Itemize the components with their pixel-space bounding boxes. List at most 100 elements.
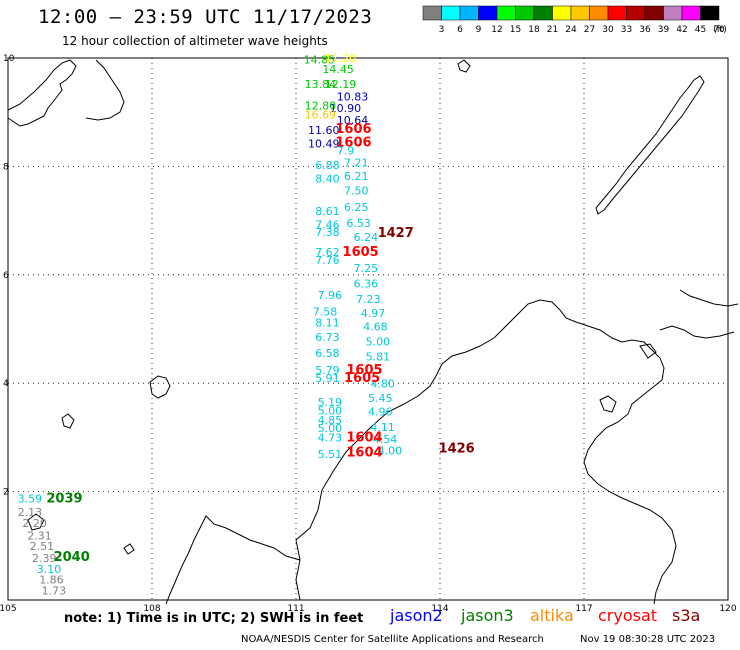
lat-tick-label: 4 bbox=[3, 379, 9, 389]
colorbar-label: 33 bbox=[621, 25, 632, 35]
coastlines bbox=[7, 59, 739, 605]
pass-time-label: 1606 bbox=[335, 122, 371, 137]
wave-height-value: 13.84 bbox=[305, 78, 337, 91]
wave-height-value: 4.85 bbox=[318, 414, 343, 427]
wave-height-value: 10.49 bbox=[308, 137, 340, 150]
colorbar-label: 39 bbox=[658, 25, 670, 35]
wave-height-value: 7.50 bbox=[344, 185, 369, 198]
map-subtitle: 12 hour collection of altimeter wave hei… bbox=[62, 34, 328, 48]
wave-height-value: 4.00 bbox=[378, 445, 403, 458]
wave-height-value: 10.64 bbox=[337, 114, 369, 127]
wave-height-value: 4.68 bbox=[363, 321, 388, 334]
pass-time-label: 1605 bbox=[344, 371, 380, 386]
wave-height-value: 7.62 bbox=[315, 246, 340, 259]
pass-time-label: 2040 bbox=[54, 550, 90, 565]
map-frame bbox=[7, 57, 729, 601]
colorbar-label: 12 bbox=[491, 25, 502, 35]
pass-time-label: 2039 bbox=[46, 491, 82, 506]
wave-height-value: 6.36 bbox=[354, 277, 379, 290]
island-riau bbox=[27, 513, 45, 531]
lon-tick-label: 111 bbox=[287, 604, 304, 614]
colorbar-label: 27 bbox=[584, 25, 595, 35]
pass-time-label: 1426 bbox=[439, 442, 475, 457]
legend-altika: altika bbox=[530, 606, 574, 625]
wave-height-value: 1.73 bbox=[42, 585, 67, 598]
wave-height-value: 7.21 bbox=[344, 156, 369, 169]
wave-height-value: 5.51 bbox=[318, 448, 343, 461]
wave-height-value: 2.39 bbox=[32, 552, 57, 565]
pass-time-label: 1606 bbox=[335, 135, 371, 150]
wave-height-value: 4.73 bbox=[318, 432, 343, 445]
wave-height-value: 7.38 bbox=[315, 226, 340, 239]
island-natuna bbox=[149, 375, 171, 399]
colorbar-label: 3 bbox=[439, 25, 445, 35]
lon-tick-label: 108 bbox=[143, 604, 160, 614]
colorbar-label: 24 bbox=[565, 25, 577, 35]
wave-height-value: 7.58 bbox=[313, 305, 338, 318]
colorbar-label: 18 bbox=[528, 25, 540, 35]
wave-height-value: 2.20 bbox=[22, 517, 47, 530]
colorbar-unit: (ft) bbox=[713, 25, 727, 35]
colorbar-label: 42 bbox=[676, 25, 687, 35]
coastline-borneo-west bbox=[165, 515, 301, 605]
pass-time-label: 1427 bbox=[378, 226, 414, 241]
lat-tick-label: 8 bbox=[3, 162, 9, 172]
map-title: 12:00 – 23:59 UTC 11/17/2023 bbox=[38, 6, 373, 28]
wave-height-value: 14.85 bbox=[304, 53, 336, 66]
wave-height-value: 5.45 bbox=[368, 392, 393, 405]
footnote: note: 1) Time is in UTC; 2) SWH is in fe… bbox=[64, 611, 364, 626]
wave-height-value: 6.24 bbox=[354, 231, 379, 244]
wave-height-value: 2.13 bbox=[18, 506, 42, 519]
legend-jason3: jason3 bbox=[461, 606, 514, 625]
wave-height-value: 6.88 bbox=[315, 159, 340, 172]
pass-time-label: 1604 bbox=[346, 445, 382, 460]
wave-height-value: 6.21 bbox=[344, 170, 369, 183]
wave-height-value: 7.96 bbox=[318, 289, 343, 302]
wave-height-value: 8.61 bbox=[315, 205, 340, 218]
wave-height-value: 7.46 bbox=[315, 219, 340, 232]
wave-height-value: 1.86 bbox=[39, 574, 64, 587]
wave-height-value: 5.00 bbox=[318, 405, 343, 418]
wave-height-value: 3.10 bbox=[37, 563, 62, 576]
lon-tick-label: 114 bbox=[431, 604, 448, 614]
island-anambas bbox=[61, 413, 75, 429]
colorbar-label: 15 bbox=[510, 25, 521, 35]
colorbar-label: 45 bbox=[695, 25, 706, 35]
wave-height-value: 2.51 bbox=[30, 540, 54, 553]
island-small-1 bbox=[123, 543, 135, 555]
wave-height-value: 11.60 bbox=[308, 124, 340, 137]
colorbar-label: 30 bbox=[602, 25, 614, 35]
wave-height-value: 10.83 bbox=[337, 90, 369, 103]
coastline-indochina bbox=[7, 59, 77, 127]
coastline-palawan bbox=[595, 75, 705, 215]
wave-height-value: 6.53 bbox=[346, 217, 371, 230]
lat-tick-label: 10 bbox=[3, 54, 15, 64]
wave-height-value: 6.73 bbox=[315, 331, 340, 344]
latitude-labels: 10 8 6 4 2 bbox=[3, 54, 15, 498]
wave-height-value: 7.23 bbox=[356, 293, 381, 306]
wave-height-value: 2.31 bbox=[27, 529, 52, 542]
legend-jason2: jason2 bbox=[390, 606, 443, 625]
wave-height-value: 7.9 bbox=[337, 144, 355, 157]
wave-height-value: 7.25 bbox=[354, 262, 379, 275]
wave-height-value: 11.20 bbox=[325, 52, 357, 65]
wave-height-value: 3.59 bbox=[18, 492, 42, 505]
wave-height-value: 4.54 bbox=[373, 433, 398, 446]
wave-height-value: 5.00 bbox=[366, 335, 391, 348]
lon-tick-label: 120 bbox=[719, 604, 736, 614]
wave-height-value: 4.96 bbox=[368, 406, 393, 419]
wave-height-value: 5.19 bbox=[318, 396, 343, 409]
wave-height-value: 8.11 bbox=[315, 316, 340, 329]
wave-height-value: 7.76 bbox=[315, 254, 340, 267]
island-small-3 bbox=[599, 395, 617, 413]
wave-height-value: 16.69 bbox=[305, 109, 337, 122]
lat-tick-label: 2 bbox=[3, 488, 9, 498]
lon-tick-label: 117 bbox=[575, 604, 592, 614]
wave-height-value: 6.58 bbox=[315, 347, 340, 360]
colorbar-swatch bbox=[700, 5, 720, 21]
coastline-sulu bbox=[659, 325, 735, 339]
legend-cryosat: cryosat bbox=[598, 606, 658, 625]
wave-height-value: 6.25 bbox=[344, 201, 369, 214]
